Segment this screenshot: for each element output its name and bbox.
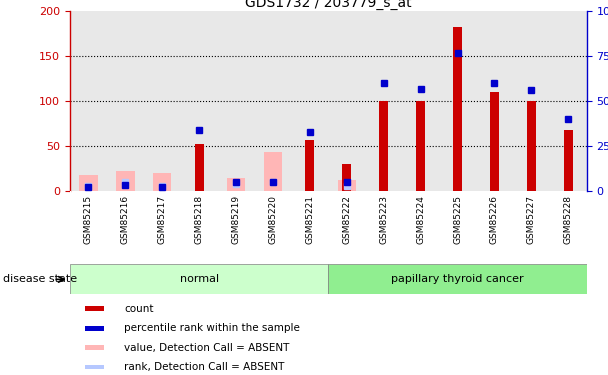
- Bar: [264, 152, 282, 191]
- Text: GSM85222: GSM85222: [342, 195, 351, 244]
- Text: percentile rank within the sample: percentile rank within the sample: [124, 323, 300, 333]
- Text: value, Detection Call = ABSENT: value, Detection Call = ABSENT: [124, 343, 289, 352]
- Bar: [490, 92, 499, 191]
- Bar: [79, 175, 98, 191]
- Bar: [453, 27, 462, 191]
- Text: GSM85224: GSM85224: [416, 195, 425, 244]
- Bar: [85, 326, 104, 331]
- Bar: [416, 101, 425, 191]
- Text: rank, Detection Call = ABSENT: rank, Detection Call = ABSENT: [124, 362, 285, 372]
- Text: GSM85219: GSM85219: [232, 195, 241, 244]
- Text: GSM85218: GSM85218: [195, 195, 204, 244]
- Bar: [337, 180, 356, 191]
- Text: GSM85221: GSM85221: [305, 195, 314, 244]
- Text: GSM85217: GSM85217: [157, 195, 167, 244]
- Text: GSM85215: GSM85215: [84, 195, 93, 244]
- Bar: [153, 173, 171, 191]
- Bar: [195, 144, 204, 191]
- Text: GSM85225: GSM85225: [453, 195, 462, 244]
- Text: GSM85226: GSM85226: [490, 195, 499, 244]
- Title: GDS1732 / 203779_s_at: GDS1732 / 203779_s_at: [245, 0, 412, 10]
- Bar: [85, 345, 104, 350]
- Text: normal: normal: [179, 274, 219, 284]
- Text: GSM85227: GSM85227: [527, 195, 536, 244]
- Bar: [328, 264, 587, 294]
- Text: GSM85223: GSM85223: [379, 195, 388, 244]
- Bar: [85, 306, 104, 311]
- Bar: [116, 171, 134, 191]
- Text: GSM85220: GSM85220: [269, 195, 277, 244]
- Bar: [527, 101, 536, 191]
- Bar: [85, 364, 104, 369]
- Text: papillary thyroid cancer: papillary thyroid cancer: [391, 274, 524, 284]
- Bar: [342, 164, 351, 191]
- Bar: [564, 130, 573, 191]
- Text: disease state: disease state: [3, 274, 77, 284]
- Text: GSM85216: GSM85216: [121, 195, 130, 244]
- Bar: [227, 178, 245, 191]
- Bar: [379, 101, 389, 191]
- Bar: [70, 264, 328, 294]
- Text: GSM85228: GSM85228: [564, 195, 573, 244]
- Bar: [305, 140, 314, 191]
- Text: count: count: [124, 304, 154, 314]
